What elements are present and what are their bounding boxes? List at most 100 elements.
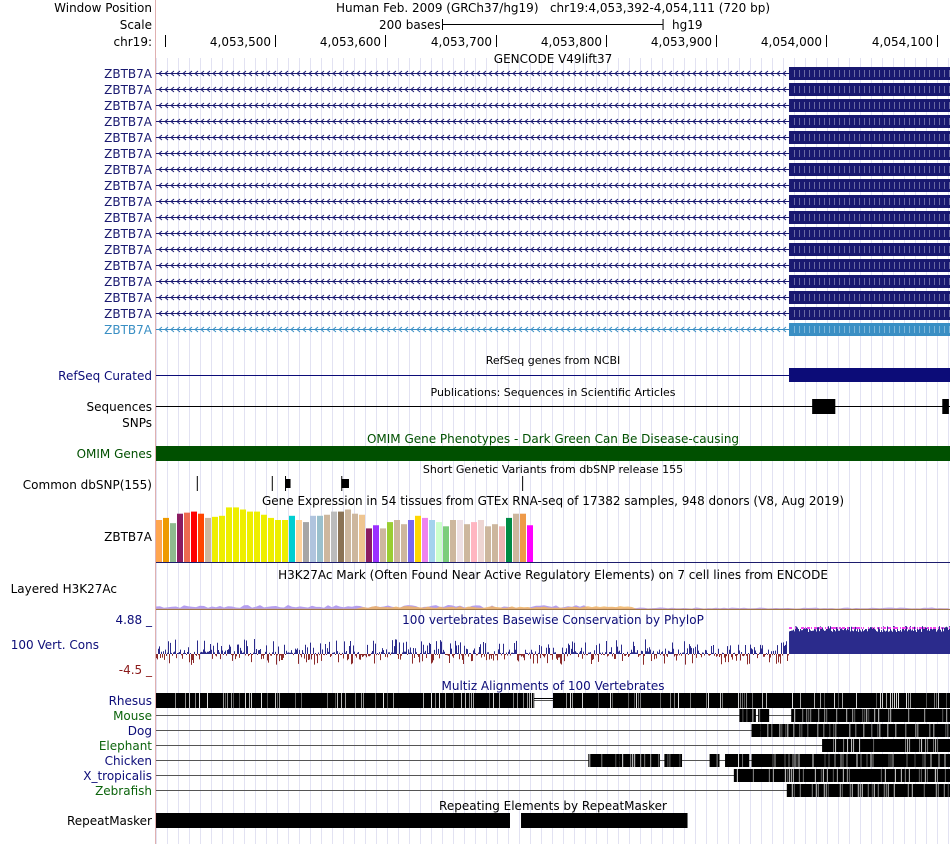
strand-arrow	[620, 86, 625, 93]
strand-arrow	[770, 262, 775, 269]
strand-arrow	[722, 326, 727, 333]
snps-label[interactable]: SNPs	[122, 416, 152, 430]
rmsk-label[interactable]: RepeatMasker	[66, 814, 152, 828]
strand-arrow	[674, 150, 679, 157]
strand-arrow	[518, 166, 523, 173]
strand-arrow	[638, 166, 643, 173]
gencode-transcript-label[interactable]: ZBTB7A	[104, 291, 152, 305]
strand-arrow	[650, 326, 655, 333]
strand-arrow	[362, 326, 367, 333]
chrom-label: chr19:	[113, 35, 152, 49]
strand-arrow	[254, 102, 259, 109]
strand-arrow	[338, 150, 343, 157]
gencode-transcript-label[interactable]: ZBTB7A	[104, 131, 152, 145]
gtex-label[interactable]: ZBTB7A	[104, 530, 152, 544]
gencode-transcript-label[interactable]: ZBTB7A	[104, 147, 152, 161]
strand-arrow	[578, 230, 583, 237]
strand-arrow	[296, 150, 301, 157]
gencode-transcript-label[interactable]: ZBTB7A	[104, 307, 152, 321]
strand-arrow	[350, 118, 355, 125]
gencode-transcript-label[interactable]: ZBTB7A	[104, 323, 152, 337]
strand-arrow	[704, 102, 709, 109]
strand-arrow	[338, 246, 343, 253]
strand-arrow	[494, 198, 499, 205]
strand-arrow	[416, 150, 421, 157]
multiz-species-label[interactable]: Dog	[127, 724, 152, 738]
multiz-species-label[interactable]: X_tropicalis	[83, 769, 152, 783]
gencode-transcript-label[interactable]: ZBTB7A	[104, 115, 152, 129]
strand-arrow	[158, 70, 163, 77]
strand-arrow	[230, 86, 235, 93]
strand-arrow	[254, 246, 259, 253]
strand-arrow	[458, 134, 463, 141]
strand-arrow	[188, 326, 193, 333]
strand-arrow	[314, 70, 319, 77]
strand-arrow	[776, 294, 781, 301]
exon-block	[788, 67, 950, 80]
strand-arrow	[542, 86, 547, 93]
gtex-bar	[359, 514, 365, 562]
strand-arrow	[290, 86, 295, 93]
gtex-bar	[233, 507, 239, 562]
cons-label[interactable]: 100 Vert. Cons	[10, 638, 99, 652]
strand-arrow	[290, 118, 295, 125]
dbsnp-label[interactable]: Common dbSNP(155)	[22, 478, 152, 492]
gencode-transcript-label[interactable]: ZBTB7A	[104, 195, 152, 209]
strand-arrow	[548, 182, 553, 189]
dbsnp-title: Short Genetic Variants from dbSNP releas…	[422, 463, 684, 476]
strand-arrow	[326, 134, 331, 141]
multiz-species-row	[156, 709, 950, 722]
multiz-species-label[interactable]: Chicken	[104, 754, 152, 768]
strand-arrow	[242, 278, 247, 285]
strand-arrow	[308, 310, 313, 317]
strand-arrow	[266, 326, 271, 333]
strand-arrow	[776, 198, 781, 205]
strand-arrow	[536, 150, 541, 157]
gencode-transcript	[156, 99, 950, 112]
strand-arrow	[686, 230, 691, 237]
multiz-species-label[interactable]: Zebrafish	[95, 784, 152, 798]
track-area[interactable]: Human Feb. 2009 (GRCh37/hg19) chr19:4,05…	[156, 0, 950, 844]
strand-arrow	[656, 214, 661, 221]
gencode-transcript-label[interactable]: ZBTB7A	[104, 227, 152, 241]
refseq-label[interactable]: RefSeq Curated	[58, 369, 152, 383]
ruler-tick-label: 4,054,100	[871, 35, 933, 49]
strand-arrow	[692, 118, 697, 125]
strand-arrow	[650, 182, 655, 189]
strand-arrow	[482, 150, 487, 157]
strand-arrow	[302, 182, 307, 189]
strand-arrow	[668, 70, 673, 77]
multiz-species-label[interactable]: Mouse	[113, 709, 152, 723]
track-canvas[interactable]	[156, 0, 950, 844]
strand-arrow	[494, 310, 499, 317]
strand-arrow	[656, 86, 661, 93]
gencode-transcript-label[interactable]: ZBTB7A	[104, 259, 152, 273]
gencode-transcript-label[interactable]: ZBTB7A	[104, 67, 152, 81]
gencode-transcript-label[interactable]: ZBTB7A	[104, 243, 152, 257]
gencode-transcript-label[interactable]: ZBTB7A	[104, 83, 152, 97]
strand-arrow	[668, 214, 673, 221]
strand-arrow	[494, 86, 499, 93]
strand-arrow	[206, 278, 211, 285]
h3k27ac-label[interactable]: Layered H3K27Ac	[10, 582, 117, 596]
multiz-species-label[interactable]: Rhesus	[108, 694, 152, 708]
strand-arrow	[758, 150, 763, 157]
strand-arrow	[164, 118, 169, 125]
gtex-bar	[471, 522, 477, 562]
multiz-species-label[interactable]: Elephant	[98, 739, 152, 753]
gencode-transcript-label[interactable]: ZBTB7A	[104, 275, 152, 289]
gencode-transcript-label[interactable]: ZBTB7A	[104, 163, 152, 177]
gencode-transcript	[156, 275, 950, 288]
strand-arrow	[728, 246, 733, 253]
gencode-transcript-label[interactable]: ZBTB7A	[104, 211, 152, 225]
strand-arrow	[578, 262, 583, 269]
omim-label[interactable]: OMIM Genes	[76, 447, 152, 461]
strand-arrow	[200, 86, 205, 93]
strand-arrow	[596, 102, 601, 109]
sequences-label[interactable]: Sequences	[86, 400, 152, 414]
gencode-transcript-label[interactable]: ZBTB7A	[104, 99, 152, 113]
gencode-transcript-label[interactable]: ZBTB7A	[104, 179, 152, 193]
strand-arrow	[782, 150, 787, 157]
strand-arrow	[296, 278, 301, 285]
strand-arrow	[194, 102, 199, 109]
